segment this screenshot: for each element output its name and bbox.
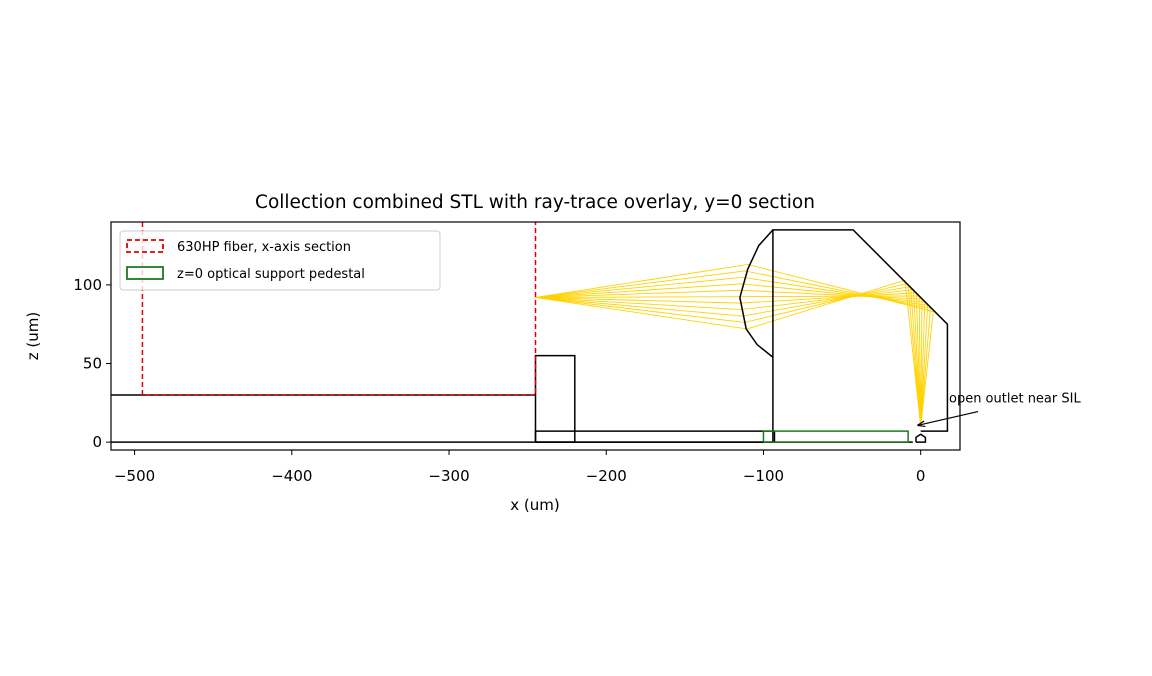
y-tick-label: 0 [92, 433, 102, 451]
series-line [535, 285, 922, 427]
annotation-arrowhead [917, 420, 926, 428]
legend-label: 630HP fiber, x-axis section [177, 240, 351, 255]
chart-title: Collection combined STL with ray-trace o… [255, 192, 815, 213]
annotation-arrow [917, 410, 979, 426]
series-line [762, 430, 909, 443]
series-line [535, 263, 934, 427]
y-tick-label: 100 [73, 276, 102, 294]
series-line [535, 289, 922, 427]
series-line [535, 289, 923, 427]
x-axis-label: x (um) [510, 496, 559, 514]
series-line [141, 222, 537, 396]
x-tick-label: −100 [743, 467, 784, 485]
y-tick-label: 50 [83, 355, 102, 373]
series-line [772, 229, 949, 443]
legend: 630HP fiber, x-axis section z=0 optical s… [119, 230, 441, 291]
x-tick-label: −300 [428, 467, 469, 485]
series-line [915, 433, 927, 443]
series-line [535, 283, 926, 427]
x-tick-label: −400 [271, 467, 312, 485]
legend-box [119, 230, 441, 291]
series-line [535, 282, 922, 427]
series-line [535, 270, 931, 427]
legend-swatch [126, 266, 164, 280]
series-line [535, 292, 922, 427]
plot-area [111, 222, 949, 443]
x-tick-label: −500 [114, 467, 155, 485]
x-tick-label: 0 [916, 467, 926, 485]
y-axis-label: z (um) [24, 312, 42, 360]
axes-frame [110, 221, 961, 451]
series-line [535, 276, 929, 427]
series-line [535, 279, 922, 427]
series-line [535, 295, 922, 427]
series-line [739, 229, 774, 358]
annotation-text: open outlet near SIL [949, 392, 1081, 407]
x-tick-label: −200 [586, 467, 627, 485]
legend-label: z=0 optical support pedestal [177, 267, 365, 282]
legend-swatch [126, 239, 164, 253]
axes: −500 −400 −300 −200 −100 0 0 50 100 [73, 276, 925, 485]
